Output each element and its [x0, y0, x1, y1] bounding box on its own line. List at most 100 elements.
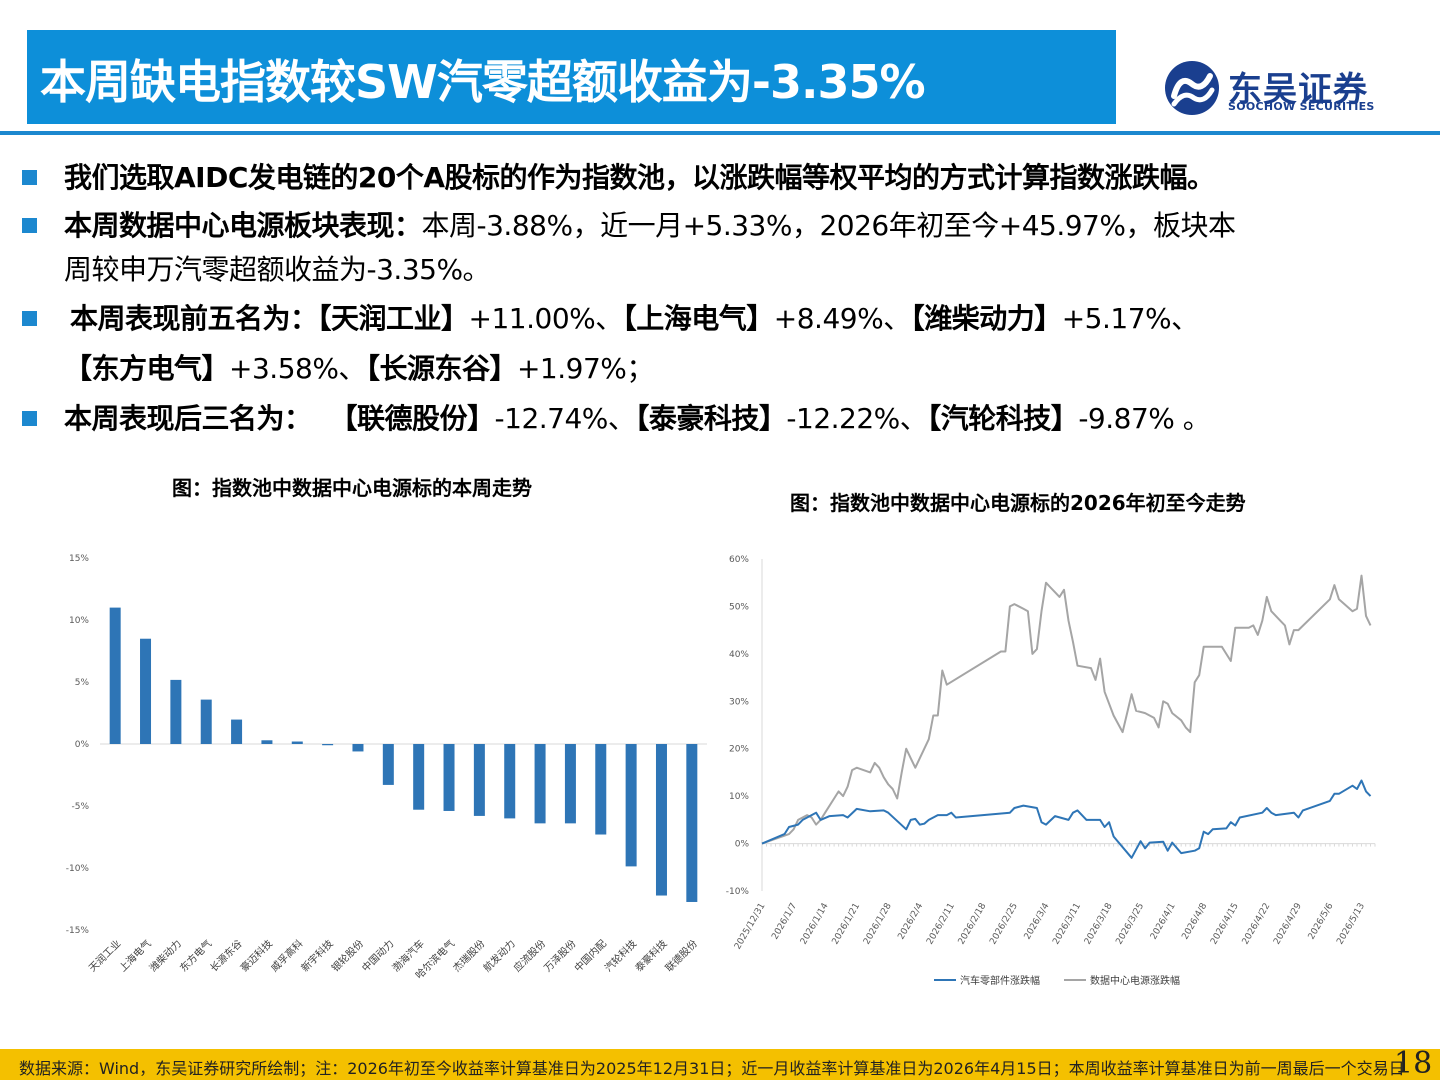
x-tick-label: 2026/4/22 [1241, 902, 1273, 947]
x-tick-label: 2025/12/31 [733, 902, 768, 952]
bar-泰豪科技 [655, 744, 667, 896]
x-tick-label: 2026/2/4 [896, 901, 925, 941]
x-tick-label: 银轮股份 [329, 937, 366, 974]
bullet-square-icon [22, 218, 37, 233]
x-tick-label: 泰豪科技 [632, 937, 669, 974]
y-tick-label: 15% [69, 554, 89, 564]
y-tick-label: 30% [729, 697, 749, 707]
bar-杰瑞股份 [473, 744, 485, 816]
x-tick-label: 2026/2/18 [957, 901, 989, 946]
top-stock-1-value: +11.00%、 [468, 302, 624, 335]
bullet-4-label: 本周表现后三名为： [64, 402, 312, 435]
x-tick-label: 杰瑞股份 [451, 938, 488, 975]
bar-哈尔滨电气 [443, 744, 455, 811]
x-tick-label: 2026/3/18 [1083, 901, 1115, 946]
bar-潍柴动力 [170, 679, 182, 744]
y-tick-label: 50% [729, 602, 749, 612]
bar-上海电气 [140, 638, 152, 744]
page-title: 本周缺电指数较SW汽零超额收益为-3.35% [40, 55, 926, 109]
bar-威孚高科 [291, 741, 303, 744]
x-tick-label: 2026/3/11 [1051, 902, 1083, 947]
x-tick-label: 东方电气 [177, 937, 214, 974]
y-tick-label: -5% [71, 802, 89, 812]
x-tick-label: 2026/5/13 [1335, 902, 1367, 947]
series-line-数据中心电源涨跌幅 [761, 574, 1372, 845]
x-tick-label: 汽轮科技 [602, 937, 639, 974]
top-stock-2: 【上海电气】 [622, 302, 775, 335]
bottom-stock-3-value: -9.87% 。 [1078, 402, 1211, 435]
x-tick-label: 2026/4/15 [1209, 902, 1241, 947]
x-tick-label: 2026/3/25 [1114, 902, 1146, 947]
y-tick-label: 0% [75, 740, 90, 750]
soochow-logo-icon [1165, 61, 1219, 115]
y-tick-label: -10% [726, 887, 750, 897]
bar-豪迈科技 [261, 740, 273, 744]
title-banner [27, 30, 1116, 124]
bar-应流股份 [534, 744, 546, 824]
bullet-3-label: 本周表现前五名为： [70, 302, 318, 335]
logo-name: 东吴证券 [1228, 70, 1368, 110]
x-tick-label: 2026/5/6 [1307, 901, 1336, 941]
bar-银轮股份 [352, 744, 364, 752]
x-tick-label: 上海电气 [116, 937, 153, 974]
y-tick-label: 0% [735, 840, 750, 850]
top-stock-5-value: +1.97%； [516, 352, 654, 385]
left-chart-title: 图：指数池中数据中心电源标的本周走势 [172, 476, 532, 500]
x-tick-label: 2026/1/7 [770, 902, 799, 942]
y-tick-label: 5% [75, 678, 90, 688]
bullet-2-continuation: 周较申万汽零超额收益为-3.35%。 [64, 253, 491, 286]
bottom-stock-1: 【联德股份】 [329, 402, 496, 435]
ytd-line-chart: 60%50%40%30%20%10%0%-10%2025/12/31 2026/1… [726, 555, 1376, 987]
x-tick-label: 2026/4/1 [1149, 902, 1178, 942]
bullet-1-text: 我们选取AIDC发电链的20个A股标的作为指数池，以涨跌幅等权平均的方式计算指数… [64, 161, 1215, 194]
x-tick-label: 2026/1/14 [799, 901, 831, 946]
top-stock-5: 【长源东谷】 [365, 352, 518, 385]
y-tick-label: 40% [729, 650, 749, 660]
bar-中国内配 [595, 744, 607, 835]
y-tick-label: 60% [729, 555, 749, 565]
footer-bar [0, 1049, 1440, 1080]
bar-长源东谷 [231, 719, 243, 744]
x-tick-label: 2026/2/25 [988, 902, 1020, 947]
top-stock-3: 【潍柴动力】 [910, 302, 1063, 335]
footer-source-note: 数据来源：Wind，东吴证券研究所绘制；注：2026年初至今收益率计算基准日为2… [19, 1059, 1405, 1078]
top-stock-4-value: +3.58%、 [229, 352, 366, 385]
page-number: 18 [1394, 1046, 1433, 1081]
x-tick-label: 应流股份 [511, 937, 548, 974]
legend-label: 数据中心电源涨跌幅 [1090, 974, 1180, 987]
top-stock-2-value: +8.49%、 [773, 302, 911, 335]
x-tick-label: 联德股份 [662, 937, 699, 974]
bar-渤海汽车 [413, 744, 425, 810]
x-tick-label: 航发动力 [480, 937, 517, 974]
x-tick-label: 2026/4/29 [1272, 901, 1304, 946]
bar-新宇科技 [322, 744, 334, 746]
bar-中国动力 [382, 744, 394, 785]
header-divider [0, 131, 1440, 135]
x-tick-label: 豪迈科技 [238, 937, 275, 974]
x-tick-label: 潍柴动力 [147, 937, 184, 974]
bottom-stock-1-value: -12.74%、 [494, 402, 636, 435]
x-tick-label: 中国内配 [571, 937, 608, 974]
weekly-bar-chart: 15% 10% 5% 0% -5% -10% -15%天润工业上海电气潍柴动力东方电气长源东… [66, 554, 707, 981]
bar-联德股份 [686, 744, 698, 902]
bar-汽轮科技 [625, 744, 637, 867]
bullet-2-values: 本周-3.88%，近一月+5.33%，2026年初至今+45.97%，板块本 [421, 209, 1236, 242]
right-chart-title: 图：指数池中数据中心电源标的2026年初至今走势 [790, 491, 1246, 515]
bar-万泽股份 [564, 744, 576, 824]
x-tick-label: 2026/3/4 [1023, 901, 1052, 941]
x-tick-label: 新宇科技 [298, 937, 335, 974]
bullet-4-text: 本周表现后三名为： 【联德股份】-12.74%、【泰豪科技】-12.22%、【汽轮… [64, 401, 1211, 437]
y-tick-label: 20% [729, 745, 749, 755]
bar-天润工业 [109, 607, 121, 744]
top-stock-4: 【东方电气】 [64, 352, 230, 385]
bullet-3-continuation: 【东方电气】+3.58%、【长源东谷】+1.97%； [64, 351, 654, 387]
bullet-square-icon [22, 311, 37, 326]
x-tick-label: 长源东谷 [207, 937, 244, 974]
bottom-stock-2: 【泰豪科技】 [635, 402, 787, 435]
series-line-汽车零部件涨跌幅 [761, 779, 1372, 859]
y-tick-label: -15% [66, 926, 90, 936]
legend-label: 汽车零部件涨跌幅 [960, 974, 1040, 987]
x-tick-label: 2026/1/21 [831, 902, 863, 947]
x-tick-label: 2026/2/11 [925, 902, 957, 947]
x-tick-label: 2026/1/28 [862, 901, 894, 946]
